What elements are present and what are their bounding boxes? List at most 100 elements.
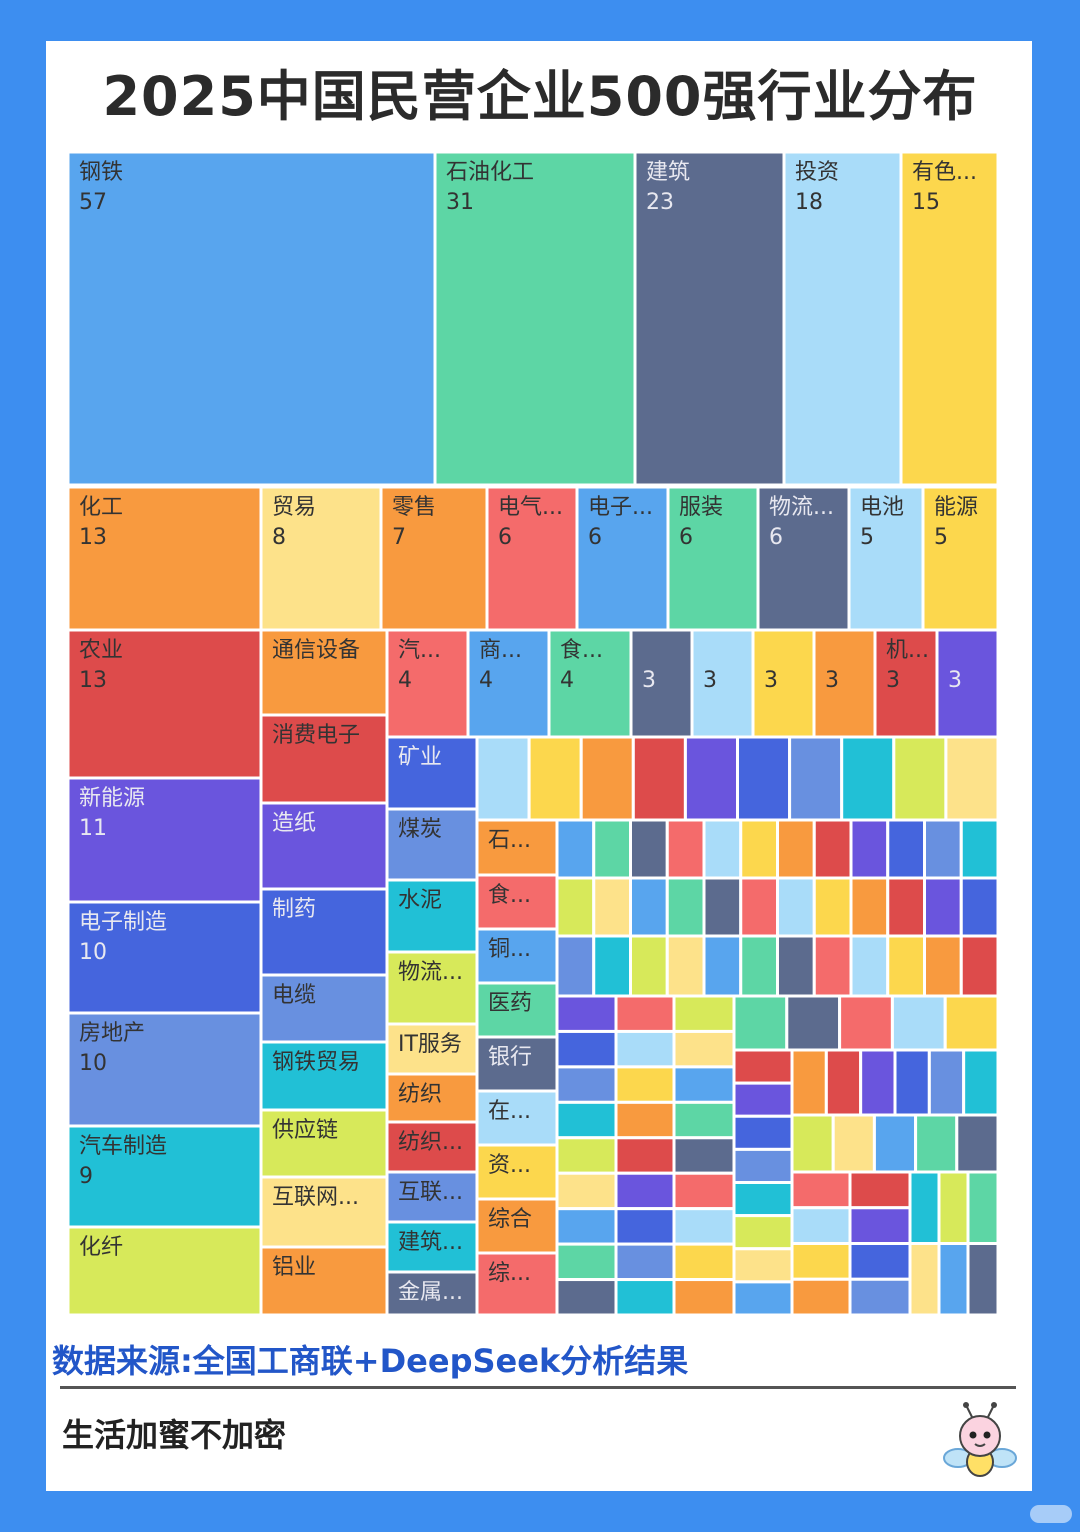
treemap-tile-small: [555, 1136, 618, 1175]
treemap-tile-small: [629, 934, 669, 998]
tile-value-label: 4: [560, 668, 574, 693]
treemap-tile-small: [702, 934, 743, 998]
tile-value-label: 3: [948, 668, 962, 693]
treemap-tile: [466, 628, 551, 739]
treemap-tile-small: [732, 1081, 794, 1118]
tile-name-label: 矿业: [398, 745, 442, 770]
tile-name-label: 铝业: [272, 1255, 316, 1280]
treemap-tile: [547, 628, 633, 739]
treemap-tile-small: [959, 876, 1000, 938]
tile-name-label: 银行: [488, 1045, 532, 1070]
treemap-tile-small: [962, 1048, 1000, 1117]
tile-value-label: 13: [79, 668, 107, 693]
treemap-tile-small: [739, 934, 779, 998]
treemap-tile: [259, 973, 389, 1044]
tile-name-label: 建筑: [646, 160, 690, 185]
treemap-tile-small: [788, 735, 844, 822]
treemap-tile-small: [614, 1136, 676, 1175]
treemap-tile-small: [672, 1065, 736, 1104]
treemap-tile-small: [614, 994, 676, 1033]
treemap-tile-small: [790, 1048, 828, 1117]
tile-value-label: 5: [934, 525, 948, 550]
tile-name-label: 新能源: [79, 786, 145, 811]
treemap-tile: [385, 1120, 479, 1174]
tile-value-label: 6: [498, 525, 512, 550]
treemap-tile: [666, 485, 760, 632]
treemap-tile-small: [732, 1280, 794, 1317]
treemap-tile-small: [732, 994, 789, 1052]
treemap-tile-small: [848, 1277, 912, 1317]
treemap-tile-small: [790, 1170, 852, 1210]
treemap-tile-small: [937, 1242, 970, 1317]
tile-name-label: 物流...: [398, 960, 463, 985]
tile-name-label: 煤炭: [398, 817, 442, 842]
treemap-tile: [385, 1072, 479, 1124]
treemap-tile-small: [555, 818, 596, 880]
tile-name-label: 机...: [886, 638, 929, 663]
treemap-tile-small: [614, 1242, 676, 1282]
treemap-tile-small: [739, 818, 779, 880]
tile-name-label: 汽...: [398, 638, 441, 663]
treemap-tile-small: [848, 1206, 912, 1245]
treemap-tile-small: [944, 735, 1000, 822]
treemap-tile-small: [923, 934, 963, 998]
treemap-tile-small: [555, 1065, 618, 1104]
treemap-tile-small: [702, 818, 743, 880]
tile-value-label: 11: [79, 816, 107, 841]
treemap-tile-small: [886, 876, 926, 938]
tile-value-label: 10: [79, 940, 107, 965]
treemap-tile-small: [702, 876, 743, 938]
tile-name-label: 钢铁: [79, 160, 123, 185]
tile-value-label: 13: [79, 525, 107, 550]
treemap-tile: [385, 1220, 479, 1274]
tile-name-label: 金属...: [398, 1280, 463, 1305]
treemap-tile-small: [923, 818, 963, 880]
tile-name-label: 能源: [934, 495, 978, 520]
treemap-tile-small: [555, 1207, 618, 1246]
treemap-tile-small: [555, 1029, 618, 1069]
tile-value-label: 3: [886, 668, 900, 693]
tile-name-label: 房地产: [79, 1021, 145, 1046]
tile-name-label: 贸易: [272, 495, 316, 520]
treemap-tile-small: [893, 1048, 931, 1117]
treemap-tile-small: [812, 934, 853, 998]
treemap-tile-small: [849, 818, 890, 880]
tile-name-label: 纺织...: [398, 1130, 463, 1155]
treemap-tile: [385, 1170, 479, 1224]
treemap-tile-small: [614, 1029, 676, 1069]
treemap-tile: [259, 485, 383, 632]
treemap-tile-small: [886, 934, 926, 998]
tile-value-label: 4: [398, 668, 412, 693]
treemap-tile-small: [937, 1170, 970, 1245]
treemap-tile: [259, 1108, 389, 1179]
treemap-tile: [66, 1225, 263, 1317]
tile-value-label: 23: [646, 190, 674, 215]
treemap-tile-small: [923, 876, 963, 938]
tile-value-label: 4: [479, 668, 493, 693]
treemap-tile: [259, 801, 389, 891]
treemap-tile-small: [665, 818, 706, 880]
treemap-tile-small: [732, 1247, 794, 1284]
treemap-tile-small: [790, 1206, 852, 1245]
treemap-tile-small: [776, 934, 816, 998]
treemap-tile-small: [665, 876, 706, 938]
tile-name-label: 农业: [79, 638, 123, 663]
treemap-tile-small: [732, 1214, 794, 1251]
tile-name-label: 食...: [488, 883, 531, 908]
treemap-tile: [690, 628, 755, 739]
tile-value-label: 31: [446, 190, 474, 215]
treemap-tile-small: [592, 934, 632, 998]
tile-name-label: 钢铁贸易: [272, 1050, 360, 1075]
tile-name-label: 医药: [488, 991, 532, 1016]
treemap-tile-small: [672, 994, 736, 1033]
tile-value-label: 6: [588, 525, 602, 550]
tile-name-label: 有色...: [912, 160, 977, 185]
treemap-tile-small: [592, 818, 632, 880]
watermark: [1030, 1505, 1072, 1523]
treemap-tile-small: [672, 1029, 736, 1069]
treemap-tile: [259, 1040, 389, 1112]
tile-name-label: 电缆: [272, 983, 316, 1008]
tile-name-label: 资...: [488, 1153, 531, 1178]
tile-value-label: 3: [642, 668, 656, 693]
